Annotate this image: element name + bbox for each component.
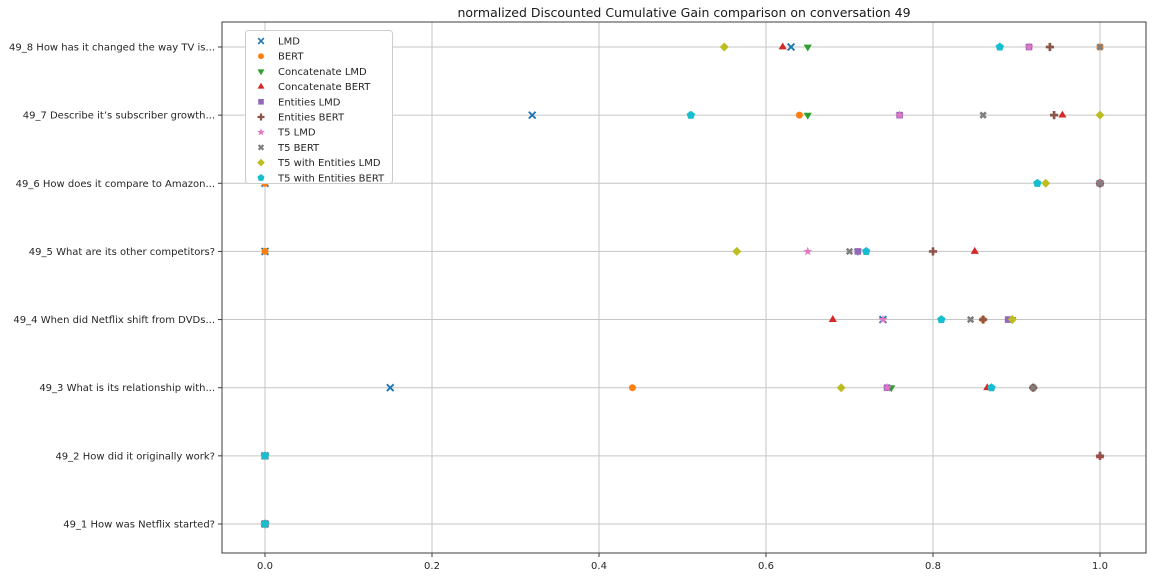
y-tick-label: 49_7 Describe it’s subscriber growth...: [23, 111, 215, 122]
chart-plot-area: 0.0 0.2 0.4 0.6 0.8 1.0 49_8 How has it change…: [9, 21, 1147, 572]
gridlines: [222, 22, 1146, 553]
chart-legend: LMD BERT Concatenate LMD Concatenate BERT En…: [245, 30, 393, 184]
y-tick-label: 49_2 How did it originally work?: [55, 451, 215, 462]
legend-label: T5 with Entities LMD: [277, 158, 381, 169]
legend-item: Concatenate LMD: [257, 67, 367, 78]
series-t5-with-entities-bert: [260, 42, 1042, 528]
legend-item: T5 LMD: [257, 128, 316, 139]
legend-item: LMD: [257, 37, 300, 48]
legend-item: BERT: [258, 52, 304, 63]
x-tick-label: 1.0: [1092, 561, 1108, 572]
y-tick-label: 49_6 How does it compare to Amazon...: [16, 179, 215, 190]
legend-label: Concatenate LMD: [278, 67, 367, 78]
y-axis-ticks: 49_8 How has it changed the way TV is...…: [9, 43, 222, 530]
legend-label: LMD: [278, 37, 300, 48]
x-axis-ticks: 0.0 0.2 0.4 0.6 0.8 1.0: [257, 553, 1108, 572]
x-tick-label: 0.4: [591, 561, 607, 572]
x-tick-label: 0.6: [758, 561, 774, 572]
legend-label: Entities BERT: [278, 113, 345, 124]
x-tick-label: 0.8: [925, 561, 941, 572]
legend-label: Entities LMD: [278, 97, 341, 108]
legend-item: T5 with Entities BERT: [257, 173, 385, 184]
y-tick-label: 49_3 What is its relationship with...: [39, 383, 215, 394]
legend-label: Concatenate BERT: [278, 82, 371, 93]
legend-item: Concatenate BERT: [257, 82, 371, 93]
y-tick-label: 49_8 How has it changed the way TV is...: [9, 43, 215, 54]
legend-label: BERT: [278, 52, 304, 63]
y-tick-label: 49_1 How was Netflix started?: [63, 519, 215, 530]
legend-item: Entities BERT: [257, 113, 345, 124]
chart-title: normalized Discounted Cumulative Gain co…: [457, 5, 910, 20]
legend-item: Entities LMD: [258, 97, 341, 108]
legend-item: T5 BERT: [257, 143, 320, 154]
plot-border: [221, 21, 1147, 554]
legend-label: T5 BERT: [277, 143, 320, 154]
x-tick-label: 0.2: [424, 561, 440, 572]
legend-item: T5 with Entities LMD: [257, 158, 381, 169]
x-tick-label: 0.0: [257, 561, 273, 572]
y-tick-label: 49_4 When did Netflix shift from DVDs...: [13, 315, 215, 326]
legend-label: T5 LMD: [277, 128, 316, 139]
legend-label: T5 with Entities BERT: [277, 173, 385, 184]
y-tick-label: 49_5 What are its other competitors?: [29, 247, 215, 258]
